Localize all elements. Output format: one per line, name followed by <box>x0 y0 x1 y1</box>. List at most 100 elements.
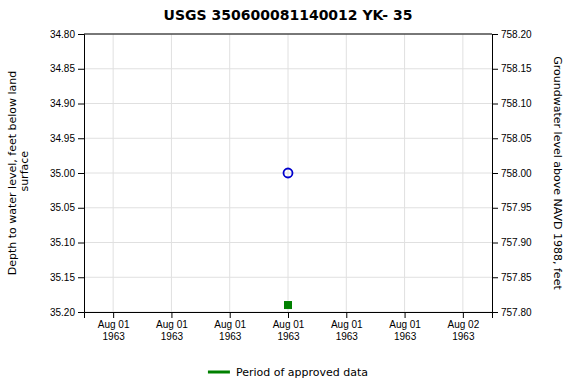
axis-line <box>493 35 499 313</box>
tick-label: 757.85 <box>501 272 532 283</box>
tick: 757.90 <box>492 237 532 248</box>
tick-mark <box>78 243 84 244</box>
tick-label: 34.80 <box>50 29 75 40</box>
tick-label: Aug 011963 <box>156 319 188 342</box>
plot-area: Aug 011963 Aug 011963 Aug 011963 Aug 011963… <box>50 29 532 342</box>
grid <box>84 34 492 312</box>
tick: 35.15 <box>50 272 84 283</box>
tick-mark <box>78 277 84 278</box>
tick-label: 757.90 <box>501 237 532 248</box>
tick: 35.20 <box>50 307 84 318</box>
tick-label: 758.15 <box>501 63 532 74</box>
tick-label: 758.00 <box>501 168 532 179</box>
axis-line <box>78 35 85 313</box>
tick-mark <box>492 34 498 35</box>
tick-mark <box>492 312 498 313</box>
tick: 758.20 <box>492 29 532 40</box>
tick-label: 758.10 <box>501 98 532 109</box>
point <box>285 302 292 309</box>
tick: Aug 011963 <box>273 312 305 342</box>
tick-label: Aug 011963 <box>389 319 421 342</box>
legend-swatch <box>208 371 230 374</box>
axis-title: Groundwater level above NAVD 1988, feet <box>551 56 564 290</box>
tick: 758.15 <box>492 63 532 74</box>
grid-line <box>404 34 405 312</box>
tick-mark <box>78 69 84 70</box>
axis-title: Depth to water level, feet below land su… <box>6 71 32 276</box>
tick-label: 34.90 <box>50 98 75 109</box>
axis-line <box>85 313 493 319</box>
tick-label: 758.05 <box>501 133 532 144</box>
tick: Aug 011963 <box>389 312 421 342</box>
tick: 758.00 <box>492 168 532 179</box>
legend-item: Period of approved data <box>208 366 368 379</box>
tick-label: 34.85 <box>50 63 75 74</box>
tick-label: Aug 011963 <box>98 319 130 342</box>
tick: Aug 011963 <box>156 312 188 342</box>
tick: 35.00 <box>50 168 84 179</box>
tick: 34.80 <box>50 29 84 40</box>
series <box>284 169 293 178</box>
tick-label: Aug 011963 <box>273 319 305 342</box>
tick-mark <box>288 312 289 318</box>
tick-mark <box>78 104 84 105</box>
tick: 757.95 <box>492 202 532 213</box>
tick-mark <box>78 208 84 209</box>
chart: Aug 011963 Aug 011963 Aug 011963 Aug 011963… <box>0 0 576 384</box>
tick: 757.85 <box>492 272 532 283</box>
tick-mark <box>492 243 498 244</box>
tick-mark <box>492 208 498 209</box>
tick-label: 35.00 <box>50 168 75 179</box>
grid-line <box>229 34 230 312</box>
grid-line <box>113 34 114 312</box>
tick-label: 757.95 <box>501 202 532 213</box>
tick-label: Aug 021963 <box>448 319 480 342</box>
marks <box>284 169 293 309</box>
tick-mark <box>78 312 84 313</box>
tick-label: 757.80 <box>501 307 532 318</box>
grid-line <box>462 34 463 312</box>
tick: 34.95 <box>50 133 84 144</box>
tick: Aug 011963 <box>98 312 130 342</box>
tick-mark <box>113 312 114 318</box>
tick-mark <box>492 104 498 105</box>
tick-mark <box>78 173 84 174</box>
grid-line <box>288 34 289 312</box>
tick-label: 35.15 <box>50 272 75 283</box>
tick-label: 35.05 <box>50 202 75 213</box>
tick: Aug 011963 <box>331 312 363 342</box>
tick-label: 758.20 <box>501 29 532 40</box>
tick: 34.85 <box>50 63 84 74</box>
series <box>285 302 292 309</box>
tick: 758.05 <box>492 133 532 144</box>
tick-label: 35.20 <box>50 307 75 318</box>
tick-mark <box>346 312 347 318</box>
tick-label: Aug 011963 <box>331 319 363 342</box>
tick: 35.10 <box>50 237 84 248</box>
grid-line <box>346 34 347 312</box>
tick-mark <box>171 312 172 318</box>
tick: 758.10 <box>492 98 532 109</box>
grid-line <box>84 34 492 35</box>
tick-mark <box>492 173 498 174</box>
tick: 35.05 <box>50 202 84 213</box>
x-axis: Aug 011963 Aug 011963 Aug 011963 Aug 011963… <box>85 312 493 342</box>
y2-axis: 758.20 758.15 758.10 758.05 758.00 757.95 757.… <box>492 29 532 318</box>
point <box>284 169 293 178</box>
grid-line <box>171 34 172 312</box>
tick-mark <box>463 312 464 318</box>
tick: 757.80 <box>492 307 532 318</box>
tick-mark <box>78 34 84 35</box>
tick-mark <box>78 138 84 139</box>
tick-mark <box>405 312 406 318</box>
y-axis: 34.80 34.85 34.90 34.95 35.00 35.05 35.10 35.15… <box>50 29 85 318</box>
frame <box>84 34 492 35</box>
tick-mark <box>492 69 498 70</box>
tick-label: 34.95 <box>50 133 75 144</box>
tick-mark <box>492 277 498 278</box>
tick-label: 35.10 <box>50 237 75 248</box>
title: USGS 350600081140012 YK- 35 <box>164 7 413 23</box>
tick: Aug 011963 <box>214 312 246 342</box>
tick-mark <box>230 312 231 318</box>
tick: 34.90 <box>50 98 84 109</box>
